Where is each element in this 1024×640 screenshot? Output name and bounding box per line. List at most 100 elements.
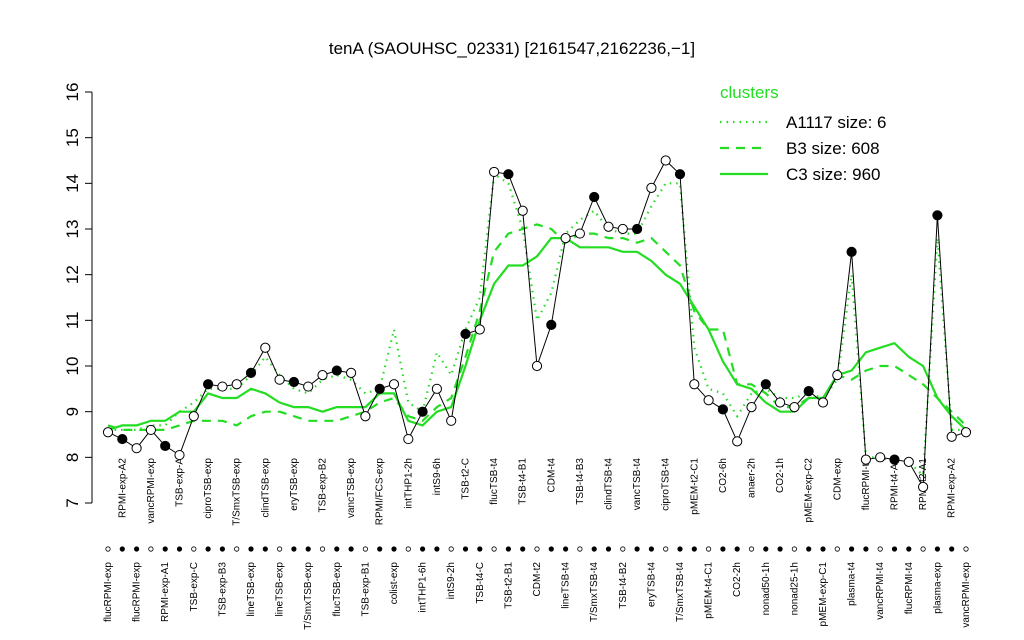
sample-dot xyxy=(248,546,254,552)
y-tick-label: 12 xyxy=(63,265,82,284)
sample-dot xyxy=(434,546,440,552)
y-tick-label: 9 xyxy=(63,407,82,416)
x-tick-label: flucTSB-exp xyxy=(332,562,343,617)
sample-dot xyxy=(691,546,697,552)
x-tick-label: TSB-exp-B1 xyxy=(360,562,371,617)
x-tick-label: TSB-exp-A xyxy=(175,458,186,507)
x-tick-label: anaer-2h xyxy=(747,458,758,498)
data-point xyxy=(188,411,199,422)
sample-dot xyxy=(534,546,540,552)
x-tick-label: TSB-exp-B2 xyxy=(318,458,329,513)
x-tick-label: TSB-t4-B1 xyxy=(518,458,529,505)
data-point xyxy=(431,383,442,394)
data-point xyxy=(531,360,543,372)
sample-dot xyxy=(348,546,354,552)
x-tick-label: RPMI-exp-A2 xyxy=(947,458,958,518)
data-point xyxy=(474,324,485,335)
data-point xyxy=(346,367,357,378)
x-tick-label: T/SmxTSB-exp xyxy=(303,562,314,630)
x-tick-label: intS9-6h xyxy=(432,458,443,495)
data-point xyxy=(617,223,628,235)
x-tick-label: RPMI-exp-A2 xyxy=(117,458,128,518)
x-tick-label: nonad50-1h xyxy=(761,562,772,615)
data-point xyxy=(946,431,957,442)
x-tick-label: TSB-t2-C xyxy=(461,458,472,500)
x-tick-label: pMEM-exp-C1 xyxy=(818,562,829,627)
sample-dot xyxy=(391,546,397,552)
data-point xyxy=(174,449,185,461)
sample-dot xyxy=(505,546,511,552)
data-point xyxy=(660,155,671,166)
data-point xyxy=(846,246,857,257)
data-point xyxy=(102,427,114,438)
x-tick-label: clindTSB-t4 xyxy=(604,458,615,510)
data-point xyxy=(331,365,342,376)
sample-dot xyxy=(577,546,583,552)
data-point xyxy=(589,191,600,203)
sample-dot xyxy=(362,546,368,552)
x-tick-label: TSB-t4-B3 xyxy=(575,458,586,505)
legend-label: C3 size: 960 xyxy=(786,165,881,184)
sample-dot xyxy=(748,546,755,552)
x-tick-label: vancRPMI-exp xyxy=(146,458,157,524)
x-tick-label: vancRPMI-exp xyxy=(961,562,972,628)
sample-dot xyxy=(448,546,454,552)
sample-dot xyxy=(119,546,125,552)
data-point xyxy=(746,402,757,413)
x-tick-label: CO2-1h xyxy=(775,458,786,493)
y-tick-label: 14 xyxy=(63,174,82,193)
data-point xyxy=(274,374,285,385)
data-point xyxy=(303,381,314,392)
data-point xyxy=(160,440,171,452)
data-point xyxy=(760,379,771,390)
sample-dot xyxy=(291,546,297,552)
sample-dot xyxy=(734,546,740,552)
data-point xyxy=(245,367,257,378)
sample-dot xyxy=(820,546,826,552)
x-tick-label: flucTSB-t4 xyxy=(489,458,500,505)
data-point xyxy=(918,481,929,493)
data-point xyxy=(388,379,400,390)
data-point xyxy=(517,205,528,216)
data-point xyxy=(145,424,156,436)
y-tick-label: 15 xyxy=(63,128,82,147)
sample-dot xyxy=(591,546,597,552)
sample-dot xyxy=(205,546,211,552)
data-point xyxy=(703,395,714,406)
x-tick-label: pMEM-exp-C2 xyxy=(804,458,815,523)
data-point xyxy=(817,397,829,408)
sample-dot xyxy=(176,546,183,552)
sample-dot xyxy=(605,546,612,552)
x-tick-label: TSB-t2-B1 xyxy=(503,562,514,609)
x-tick-label: TSB-exp-B3 xyxy=(217,562,228,617)
y-tick-label: 13 xyxy=(63,220,82,239)
sample-dot xyxy=(677,546,683,552)
y-tick-label: 16 xyxy=(63,83,82,102)
sample-dot xyxy=(963,546,969,552)
sample-dot xyxy=(777,546,783,552)
sample-dot xyxy=(477,546,483,552)
x-tick-label: T/SmxTSB-t4 xyxy=(675,562,686,622)
sample-dot xyxy=(377,546,383,552)
data-point xyxy=(560,233,571,244)
x-tick-label: flucRPMI-exp xyxy=(103,562,114,622)
x-tick-label: pMEM-t2-C1 xyxy=(689,458,700,515)
y-tick-label: 7 xyxy=(63,498,82,507)
sample-dot xyxy=(848,546,855,552)
x-tick-label: flucRPMI-exp xyxy=(132,562,143,622)
sample-dot xyxy=(319,546,326,552)
sample-dot xyxy=(462,546,469,552)
data-point xyxy=(231,379,242,390)
sample-dot xyxy=(834,546,840,552)
sample-dot xyxy=(148,546,154,552)
x-tick-label: eryTSB-t4 xyxy=(646,562,657,607)
sample-dot xyxy=(234,546,240,552)
sample-dot xyxy=(562,546,569,552)
sample-dot xyxy=(934,546,941,552)
data-point xyxy=(732,436,743,447)
sample-dot xyxy=(648,546,655,552)
sample-dot xyxy=(620,546,626,552)
data-point xyxy=(288,376,299,388)
sample-dot xyxy=(891,546,898,552)
x-tick-label: TSB-t4-C xyxy=(475,562,486,604)
